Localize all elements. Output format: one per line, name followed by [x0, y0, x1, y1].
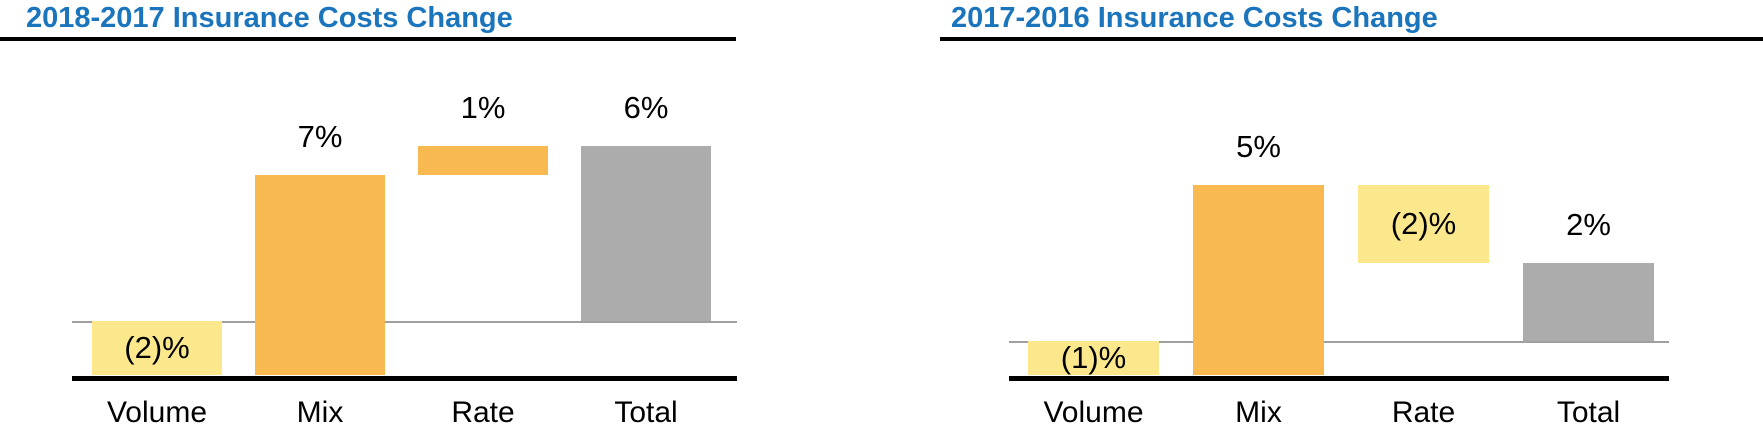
bar-rate: [418, 146, 548, 175]
category-label-volume: Volume: [1043, 396, 1144, 429]
category-label-volume: Volume: [106, 396, 208, 429]
x-axis-line: [1009, 376, 1669, 381]
category-label-mix: Mix: [296, 396, 344, 429]
x-axis-line: [72, 376, 737, 381]
value-label-mix: 5%: [1236, 129, 1281, 164]
chart-title: 2018-2017 Insurance Costs Change: [26, 2, 513, 34]
bar-total: [581, 146, 711, 321]
zero-baseline: [1009, 341, 1669, 343]
value-label-volume: (2)%: [124, 330, 190, 365]
bar-rate: [1358, 185, 1489, 263]
bar-mix: [255, 175, 385, 375]
category-label-total: Total: [614, 396, 678, 429]
category-label-rate: Rate: [1391, 396, 1456, 429]
bar-total: [1523, 263, 1654, 341]
bar-volume: [92, 321, 222, 375]
value-label-rate: 1%: [460, 90, 506, 125]
title-underline: [940, 37, 1763, 41]
bar-volume: [1028, 341, 1159, 375]
category-label-rate: Rate: [451, 396, 515, 429]
value-label-total: 2%: [1566, 207, 1611, 242]
bar-mix: [1193, 185, 1324, 375]
value-label-mix: 7%: [297, 119, 343, 154]
chart-title: 2017-2016 Insurance Costs Change: [951, 2, 1438, 34]
category-label-total: Total: [1556, 396, 1621, 429]
category-label-mix: Mix: [1235, 396, 1282, 429]
title-underline: [0, 37, 736, 41]
value-label-volume: (1)%: [1060, 340, 1127, 375]
zero-baseline: [72, 321, 737, 323]
value-label-total: 6%: [623, 90, 669, 125]
value-label-rate: (2)%: [1390, 206, 1457, 241]
